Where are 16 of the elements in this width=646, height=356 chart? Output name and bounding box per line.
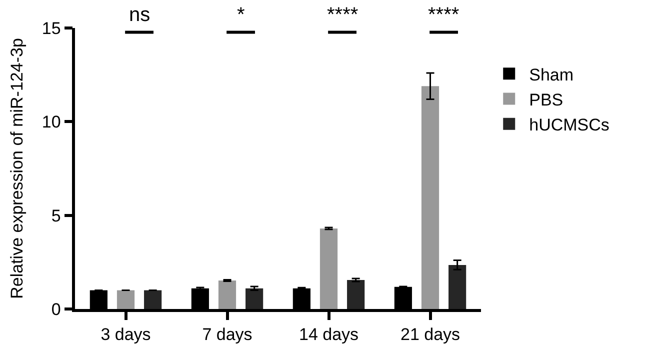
x-tick-label: 14 days [298,325,359,344]
y-tick-label: 10 [42,112,61,132]
text: **** [428,4,460,26]
y-tick-label: 5 [51,206,61,226]
legend-label: PBS [529,90,564,110]
text: * [237,4,245,26]
y-tick-label: 0 [51,300,61,319]
y-axis-title: Relative expression of miR-124-3p [7,38,26,299]
x-tick-label: 3 days [100,325,151,344]
legend-label: hUCMSCs [529,115,610,134]
x-tick-label: 7 days [202,325,252,344]
y-tick-label: 15 [42,18,61,38]
legend-label: Sham [529,65,574,84]
x-tick-label: 21 days [400,325,460,344]
text: ns [129,4,150,26]
text: **** [327,4,358,26]
